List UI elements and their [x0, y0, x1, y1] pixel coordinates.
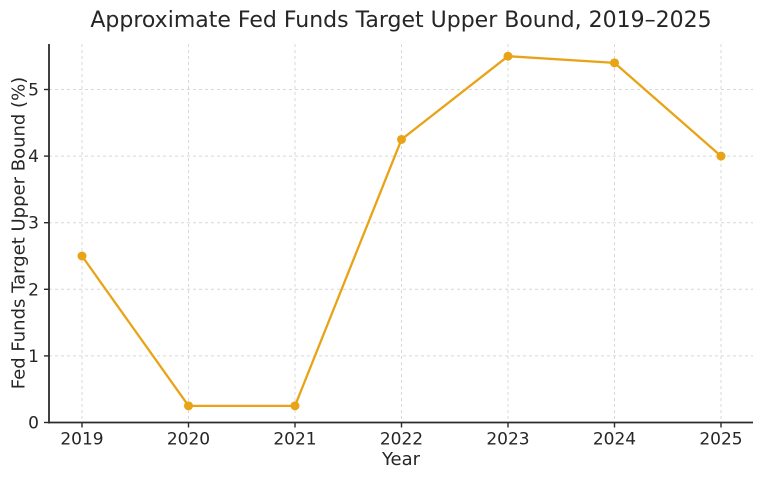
data-point-2025 — [716, 151, 726, 161]
y-tick-label-5: 5 — [28, 81, 39, 101]
x-tick-label-2023: 2023 — [486, 430, 529, 450]
y-tick-label-4: 4 — [28, 147, 39, 167]
x-tick-label-2021: 2021 — [273, 430, 316, 450]
x-tick-label-2025: 2025 — [699, 430, 742, 450]
data-point-2020 — [184, 401, 193, 411]
x-tick-label-2022: 2022 — [380, 430, 423, 450]
x-axis-label: Year — [381, 449, 421, 470]
y-axis-label: Fed Funds Target Upper Bound (%) — [8, 76, 30, 390]
x-tick-label-2024: 2024 — [593, 430, 636, 450]
y-tick-label-1: 1 — [28, 347, 39, 367]
y-tick-label-3: 3 — [28, 214, 39, 234]
y-tick-label-0: 0 — [28, 414, 39, 434]
data-point-2021 — [290, 401, 300, 411]
data-point-2019 — [77, 251, 87, 261]
chart-title: Approximate Fed Funds Target Upper Bound… — [90, 8, 712, 33]
y-tick-label-2: 2 — [28, 280, 39, 300]
x-tick-label-2019: 2019 — [60, 430, 103, 450]
x-tick-label-2020: 2020 — [167, 430, 210, 450]
data-point-2024 — [610, 58, 619, 68]
data-point-2023 — [503, 51, 513, 61]
data-point-2022 — [397, 134, 406, 144]
